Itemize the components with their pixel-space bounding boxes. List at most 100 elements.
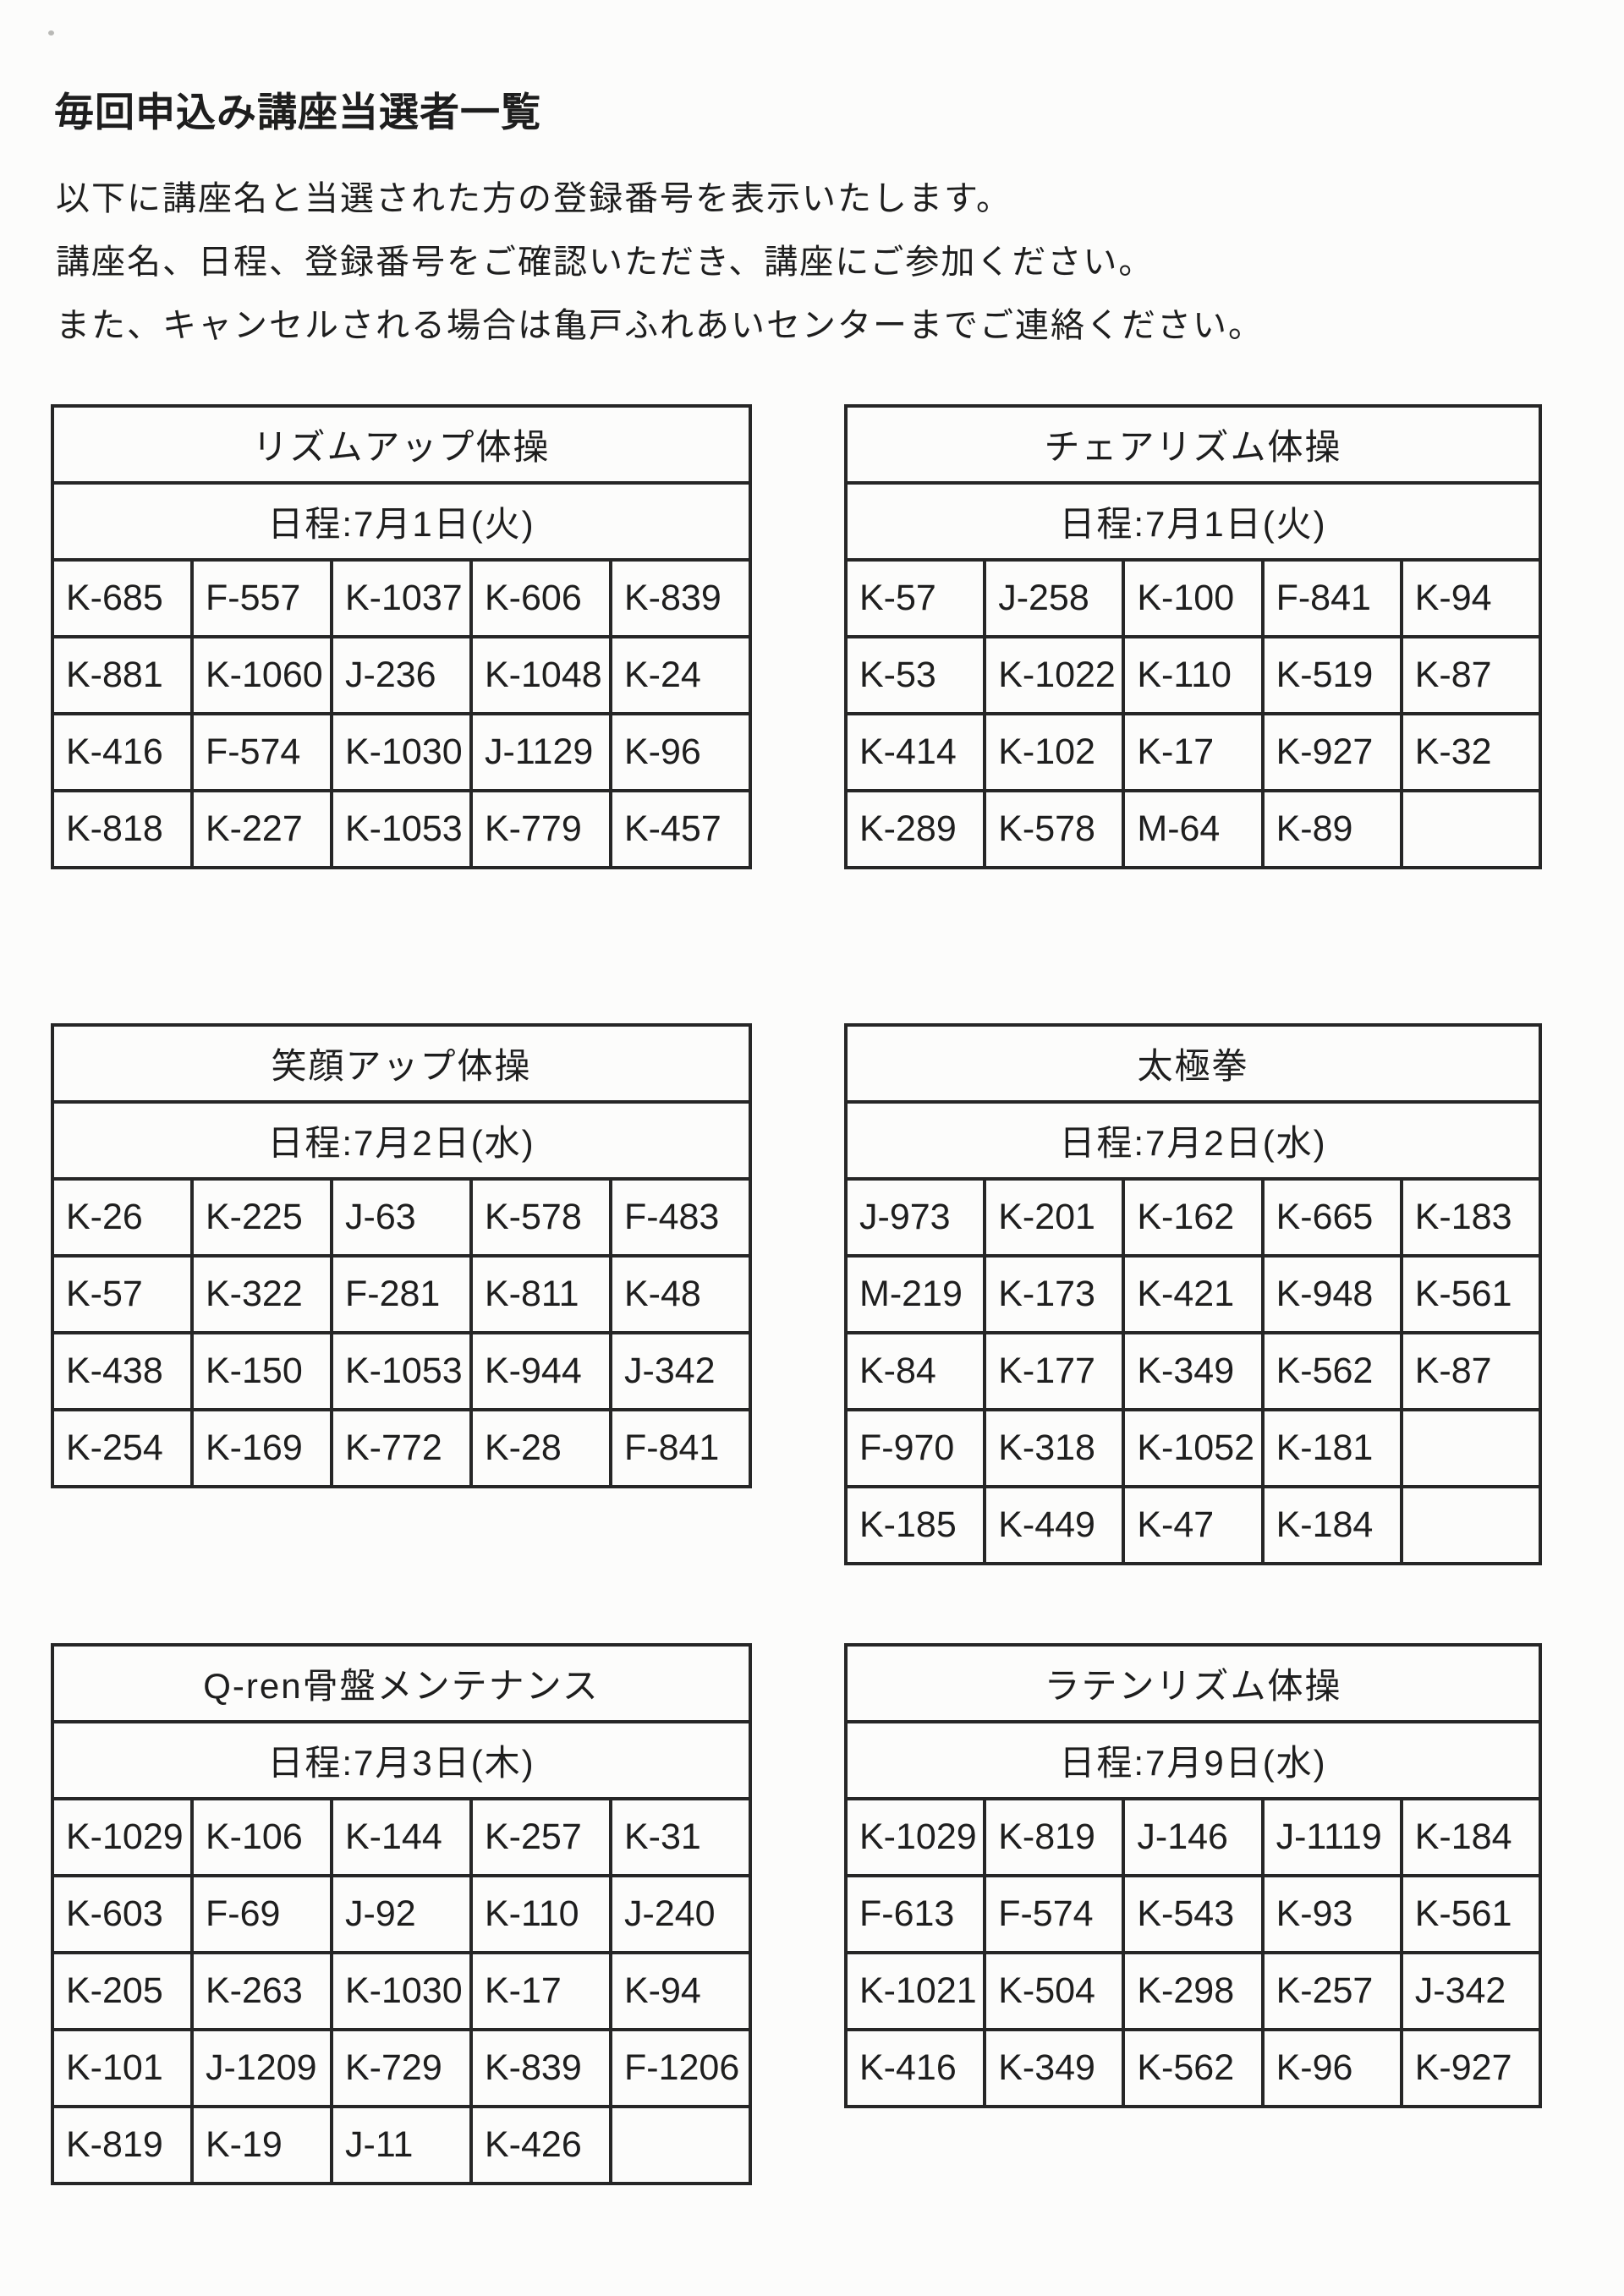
registration-cell: K-839 bbox=[469, 2028, 612, 2108]
registration-cell: K-1048 bbox=[469, 635, 612, 715]
registration-row: F-970 K-318 K-1052 K-181 bbox=[843, 1408, 1543, 1488]
registration-cell: J-973 bbox=[843, 1177, 987, 1258]
course-title: チェアリズム体操 bbox=[844, 404, 1542, 485]
registration-cell: J-342 bbox=[1399, 1951, 1543, 2031]
registration-cell: K-1060 bbox=[190, 635, 333, 715]
registration-cell: K-254 bbox=[51, 1408, 194, 1488]
registration-cell: J-1119 bbox=[1260, 1797, 1403, 1877]
course-date: 日程:7月3日(木) bbox=[51, 1720, 752, 1800]
empty-cell bbox=[1399, 789, 1543, 869]
registration-cell: K-944 bbox=[469, 1331, 612, 1411]
registration-cell: K-19 bbox=[190, 2105, 333, 2185]
course-date: 日程:7月2日(水) bbox=[51, 1100, 752, 1181]
registration-row: K-414 K-102 K-17 K-927 K-32 bbox=[843, 712, 1543, 792]
registration-cell: K-438 bbox=[51, 1331, 194, 1411]
registration-cell: F-557 bbox=[190, 558, 333, 638]
registration-cell: J-1209 bbox=[190, 2028, 333, 2108]
course-table-taichi: 太極拳 日程:7月2日(水) J-973 K-201 K-162 K-665 K-183… bbox=[843, 1023, 1543, 1565]
registration-cell: K-257 bbox=[469, 1797, 612, 1877]
registration-cell: K-26 bbox=[51, 1177, 194, 1258]
course-title: 太極拳 bbox=[844, 1023, 1542, 1104]
course-table-rhythm-up: リズムアップ体操 日程:7月1日(火) K-685 F-557 K-1037 K-60… bbox=[51, 404, 752, 869]
registration-cell: K-457 bbox=[609, 789, 752, 869]
registration-cell: K-48 bbox=[609, 1254, 752, 1334]
registration-row: K-416 F-574 K-1030 J-1129 K-96 bbox=[51, 712, 752, 792]
registration-row: K-1029 K-106 K-144 K-257 K-31 bbox=[51, 1797, 752, 1877]
registration-cell: J-236 bbox=[330, 635, 473, 715]
registration-cell: K-685 bbox=[51, 558, 194, 638]
registration-row: K-254 K-169 K-772 K-28 F-841 bbox=[51, 1408, 752, 1488]
registration-cell: K-57 bbox=[51, 1254, 194, 1334]
intro-paragraph: 以下に講座名と当選された方の登録番号を表示いたします。 講座名、日程、登録番号を… bbox=[56, 167, 1264, 358]
intro-line: 以下に講座名と当選された方の登録番号を表示いたします。 bbox=[56, 180, 1012, 217]
registration-row: K-438 K-150 K-1053 K-944 J-342 bbox=[51, 1331, 752, 1411]
registration-cell: J-146 bbox=[1122, 1797, 1265, 1877]
registration-cell: K-169 bbox=[190, 1408, 333, 1488]
course-title: ラテンリズム体操 bbox=[844, 1643, 1542, 1723]
registration-cell: F-281 bbox=[330, 1254, 473, 1334]
registration-cell: K-173 bbox=[983, 1254, 1126, 1334]
intro-line: また、キャンセルされる場合は亀戸ふれあいセンターまでご連絡ください。 bbox=[56, 307, 1264, 344]
registration-cell: J-240 bbox=[609, 1874, 752, 1954]
registration-cell: K-927 bbox=[1399, 2028, 1543, 2108]
course-table-smile-up: 笑顔アップ体操 日程:7月2日(水) K-26 K-225 J-63 K-578 F-4… bbox=[51, 1023, 752, 1488]
registration-cell: K-1037 bbox=[330, 558, 473, 638]
registration-cell: K-87 bbox=[1399, 635, 1543, 715]
registration-cell: K-1030 bbox=[330, 712, 473, 792]
registration-cell: K-227 bbox=[190, 789, 333, 869]
registration-row: K-881 K-1060 J-236 K-1048 K-24 bbox=[51, 635, 752, 715]
registration-cell: K-543 bbox=[1122, 1874, 1265, 1954]
registration-cell: K-1022 bbox=[983, 635, 1126, 715]
registration-cell: F-574 bbox=[983, 1874, 1126, 1954]
course-date: 日程:7月1日(火) bbox=[51, 481, 752, 562]
empty-cell bbox=[1399, 1485, 1543, 1565]
registration-cell: K-298 bbox=[1122, 1951, 1265, 2031]
registration-cell: K-772 bbox=[330, 1408, 473, 1488]
registration-cell: K-201 bbox=[983, 1177, 1126, 1258]
registration-cell: K-110 bbox=[469, 1874, 612, 1954]
registration-cell: K-84 bbox=[843, 1331, 987, 1411]
registration-row: K-685 F-557 K-1037 K-606 K-839 bbox=[51, 558, 752, 638]
registration-cell: K-318 bbox=[983, 1408, 1126, 1488]
registration-cell: K-1029 bbox=[51, 1797, 194, 1877]
course-date: 日程:7月9日(水) bbox=[844, 1720, 1542, 1800]
registration-cell: F-841 bbox=[1260, 558, 1403, 638]
registration-row: K-185 K-449 K-47 K-184 bbox=[843, 1485, 1543, 1565]
registration-cell: K-561 bbox=[1399, 1254, 1543, 1334]
course-table-latin-rhythm: ラテンリズム体操 日程:7月9日(水) K-1029 K-819 J-146 J-11… bbox=[843, 1643, 1543, 2108]
registration-cell: K-32 bbox=[1399, 712, 1543, 792]
registration-cell: K-94 bbox=[1399, 558, 1543, 638]
registration-row: M-219 K-173 K-421 K-948 K-561 bbox=[843, 1254, 1543, 1334]
registration-cell: K-28 bbox=[469, 1408, 612, 1488]
registration-cell: J-92 bbox=[330, 1874, 473, 1954]
course-title: リズムアップ体操 bbox=[51, 404, 752, 485]
registration-cell: K-1052 bbox=[1122, 1408, 1265, 1488]
registration-cell: K-184 bbox=[1399, 1797, 1543, 1877]
registration-cell: K-349 bbox=[1122, 1331, 1265, 1411]
course-table-qren-pelvis: Q-ren骨盤メンテナンス 日程:7月3日(木) K-1029 K-106 K-14… bbox=[51, 1643, 752, 2185]
registration-cell: F-841 bbox=[609, 1408, 752, 1488]
registration-cell: K-289 bbox=[843, 789, 987, 869]
course-date: 日程:7月1日(火) bbox=[844, 481, 1542, 562]
registration-row: J-973 K-201 K-162 K-665 K-183 bbox=[843, 1177, 1543, 1258]
registration-cell: M-64 bbox=[1122, 789, 1265, 869]
registration-cell: K-578 bbox=[983, 789, 1126, 869]
registration-cell: K-17 bbox=[469, 1951, 612, 2031]
registration-cell: K-426 bbox=[469, 2105, 612, 2185]
registration-row: K-26 K-225 J-63 K-578 F-483 bbox=[51, 1177, 752, 1258]
registration-cell: K-181 bbox=[1260, 1408, 1403, 1488]
registration-cell: K-504 bbox=[983, 1951, 1126, 2031]
intro-line: 講座名、日程、登録番号をご確認いただき、講座にご参加ください。 bbox=[56, 244, 1155, 281]
registration-cell: K-17 bbox=[1122, 712, 1265, 792]
registration-cell: K-24 bbox=[609, 635, 752, 715]
empty-cell bbox=[1399, 1408, 1543, 1488]
registration-cell: F-69 bbox=[190, 1874, 333, 1954]
registration-cell: K-449 bbox=[983, 1485, 1126, 1565]
registration-cell: K-53 bbox=[843, 635, 987, 715]
registration-cell: K-1030 bbox=[330, 1951, 473, 2031]
registration-cell: K-101 bbox=[51, 2028, 194, 2108]
registration-row: K-53 K-1022 K-110 K-519 K-87 bbox=[843, 635, 1543, 715]
registration-cell: M-219 bbox=[843, 1254, 987, 1334]
registration-row: K-57 J-258 K-100 F-841 K-94 bbox=[843, 558, 1543, 638]
registration-cell: K-47 bbox=[1122, 1485, 1265, 1565]
